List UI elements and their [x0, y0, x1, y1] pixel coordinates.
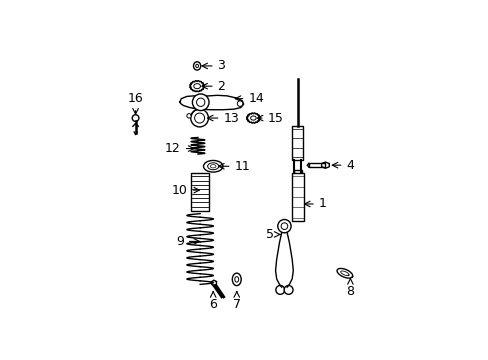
Text: 7: 7	[232, 292, 240, 311]
Bar	[308, 163, 325, 167]
Polygon shape	[191, 174, 208, 211]
Bar	[291, 174, 303, 221]
Text: 3: 3	[202, 59, 225, 72]
Ellipse shape	[232, 273, 241, 285]
Text: 12: 12	[165, 142, 194, 155]
Ellipse shape	[234, 276, 238, 282]
Bar	[292, 126, 303, 159]
Ellipse shape	[193, 62, 200, 70]
Text: 14: 14	[235, 92, 264, 105]
Text: 5: 5	[265, 228, 280, 241]
Circle shape	[186, 114, 191, 118]
Ellipse shape	[195, 64, 198, 68]
Circle shape	[194, 113, 204, 123]
Circle shape	[190, 109, 208, 127]
Circle shape	[275, 285, 284, 294]
Text: 13: 13	[207, 112, 239, 125]
Text: 6: 6	[209, 292, 217, 311]
Text: 4: 4	[331, 159, 354, 172]
Ellipse shape	[250, 116, 256, 120]
Bar	[191, 174, 208, 211]
Text: 10: 10	[172, 184, 199, 197]
Circle shape	[132, 115, 139, 121]
Circle shape	[196, 98, 204, 107]
Circle shape	[277, 220, 290, 233]
Text: 2: 2	[202, 80, 225, 93]
Polygon shape	[336, 269, 352, 278]
Ellipse shape	[193, 84, 200, 89]
Ellipse shape	[210, 165, 216, 168]
Circle shape	[281, 223, 287, 229]
Text: 11: 11	[218, 160, 250, 173]
Text: 8: 8	[346, 279, 354, 298]
Circle shape	[284, 285, 292, 294]
Text: 9: 9	[176, 235, 199, 248]
Text: 1: 1	[304, 198, 326, 211]
Circle shape	[237, 101, 243, 107]
Ellipse shape	[203, 161, 223, 172]
Text: 15: 15	[257, 112, 283, 125]
Ellipse shape	[207, 163, 218, 170]
Polygon shape	[180, 95, 243, 110]
Circle shape	[192, 94, 208, 111]
Text: 16: 16	[127, 92, 143, 114]
Bar	[293, 170, 301, 174]
